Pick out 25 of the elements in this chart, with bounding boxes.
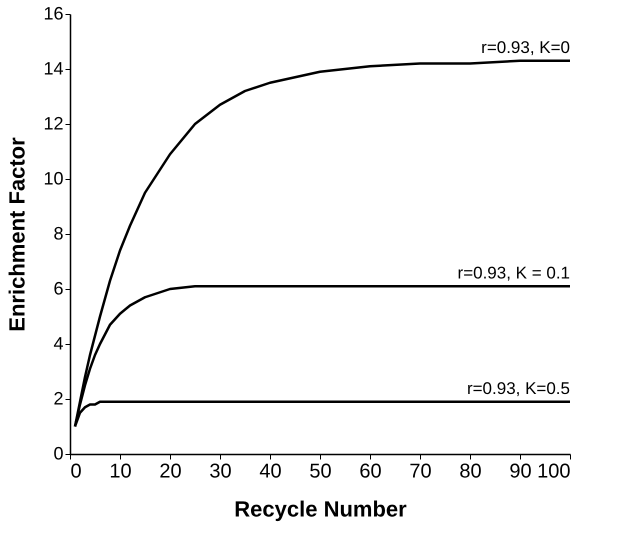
- series-label: r=0.93, K = 0.1: [458, 263, 570, 282]
- x-tick-label: 20: [159, 460, 182, 482]
- y-tick-label: 10: [43, 168, 64, 188]
- y-tick-label: 8: [53, 224, 64, 244]
- x-tick-label: 0: [70, 460, 82, 482]
- x-tick-label: 40: [259, 460, 282, 482]
- series-label: r=0.93, K=0.5: [466, 378, 570, 398]
- x-tick-label: 30: [209, 460, 232, 482]
- y-tick-label: 2: [53, 388, 64, 408]
- y-tick-label: 0: [53, 444, 64, 464]
- y-tick-label: 4: [53, 334, 64, 354]
- y-tick-label: 12: [43, 114, 64, 134]
- x-axis-title: Recycle Number: [234, 496, 408, 522]
- y-axis-title: Enrichment Factor: [4, 136, 30, 332]
- x-tick-label: 10: [109, 460, 132, 482]
- x-tick-label: 70: [409, 460, 432, 482]
- y-tick-label: 6: [53, 278, 64, 298]
- y-tick-label: 14: [43, 58, 64, 78]
- x-tick-label: 100: [537, 460, 570, 482]
- y-tick-label: 16: [43, 4, 64, 24]
- x-tick-label: 60: [359, 460, 382, 482]
- x-tick-label: 90: [509, 460, 532, 482]
- series-label: r=0.93, K=0: [481, 38, 570, 57]
- x-tick-label: 50: [309, 460, 332, 482]
- x-tick-label: 80: [459, 460, 482, 482]
